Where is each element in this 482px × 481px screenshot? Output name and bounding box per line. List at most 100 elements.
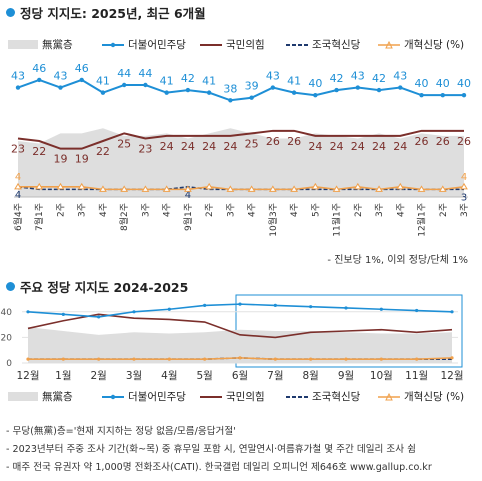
data-label-dem: 42: [372, 72, 386, 85]
x-tick-label: 5주: [310, 203, 321, 217]
point-dem: [376, 87, 382, 93]
data-label-ppp: 23: [138, 142, 152, 155]
point-reform: [141, 185, 150, 192]
x-tick-label: 4주: [247, 203, 258, 217]
legend-rebuild: 조국혁신당: [286, 389, 360, 404]
data-label-dem: 42: [330, 72, 344, 85]
x-tick-label: 2주: [353, 203, 364, 217]
point-dem: [164, 90, 169, 95]
point-reform: [247, 185, 256, 192]
chart2-title: 주요 정당 지지도 2024-2025: [6, 277, 188, 296]
data-label-ppp: 24: [160, 140, 174, 153]
data-label-reform: 4: [461, 172, 467, 183]
point-dem: [238, 302, 242, 306]
point-reform: [167, 357, 171, 361]
data-label-reform: 4: [15, 172, 21, 183]
band-swatch-icon: [8, 40, 38, 49]
legend-rebuild: 조국혁신당: [286, 37, 360, 52]
data-label-ppp: 22: [96, 145, 110, 158]
point-reform: [184, 185, 192, 192]
data-label-dem: 43: [53, 70, 67, 83]
data-label-ppp: 25: [117, 137, 131, 150]
point-reform: [268, 185, 277, 192]
chart1-note: - 진보당 1%, 이외 정당/단체 1%: [327, 255, 468, 266]
point-reform: [417, 185, 426, 192]
point-dem: [26, 310, 30, 314]
data-label-ppp: 26: [266, 135, 280, 148]
data-label-dem: 43: [393, 70, 407, 83]
footnote-2: - 2023년부터 주중 조사 기간(화~목) 중 휴무일 포함 시, 연말연시…: [6, 444, 416, 455]
x-tick-label: 3주: [77, 203, 88, 217]
line-reform: [18, 186, 465, 191]
point-reform: [309, 357, 313, 361]
chart1-title: 정당 지지도: 2025년, 최근 6개월: [6, 3, 206, 22]
point-dem: [273, 303, 277, 307]
point-reform: [99, 185, 107, 192]
point-reform: [290, 185, 298, 192]
point-dem: [132, 310, 136, 314]
data-label-dem: 46: [32, 62, 46, 75]
point-dem: [379, 307, 383, 311]
point-reform: [273, 357, 277, 361]
x-tick-label: 3주: [374, 203, 385, 217]
point-reform: [56, 182, 65, 190]
point-dem: [58, 85, 63, 90]
reform-swatch-icon: [378, 40, 400, 48]
x-tick-label: 2주: [204, 203, 215, 217]
point-dem: [185, 87, 191, 93]
point-dem: [100, 90, 106, 95]
footnote-3: - 매주 전국 유권자 약 1,000명 전화조사(CATI). 한국갤럽 데일…: [6, 462, 432, 473]
point-dem: [450, 310, 454, 314]
point-dem: [97, 315, 101, 319]
data-label-rebuild: 4: [15, 190, 21, 201]
legend-dem: 더불어민주당: [102, 37, 186, 52]
point-reform: [205, 182, 214, 190]
data-label-ppp: 24: [372, 140, 386, 153]
point-reform: [311, 182, 320, 190]
x-tick-label: 4주: [98, 203, 109, 217]
x-tick-label: 2주: [55, 203, 66, 217]
data-label-ppp: 24: [393, 140, 407, 153]
x-tick-label: 12월: [16, 370, 39, 382]
legend-reform: 개혁신당 (%): [378, 389, 464, 404]
line-ppp: [27, 313, 453, 339]
point-dem: [291, 90, 297, 95]
point-dem: [344, 306, 348, 310]
line-ppp: [17, 129, 464, 150]
point-reform: [97, 357, 101, 361]
dem-swatch-icon: [102, 42, 124, 47]
data-label-dem: 38: [223, 82, 237, 95]
point-reform: [203, 357, 207, 361]
data-label-dem: 44: [138, 67, 152, 80]
x-tick-label: 8월: [302, 370, 318, 382]
chart1-plot: 23 22 19 19 22 25 23 24 24 24 24 25 26 26 24 24 24 24 24 26…: [11, 62, 471, 237]
point-dem: [249, 95, 254, 100]
data-label-dem: 41: [160, 75, 174, 88]
x-tick-label: 4월: [161, 370, 177, 382]
point-reform: [438, 185, 447, 192]
legend-dem: 더불어민주당: [102, 389, 186, 404]
x-tick-label: 5월: [196, 370, 212, 382]
data-label-dem: 39: [245, 80, 259, 93]
point-reform: [162, 185, 171, 192]
data-label-dem: 40: [457, 77, 471, 90]
data-label-ppp: 24: [202, 140, 216, 153]
point-reform: [450, 356, 454, 360]
point-dem: [37, 77, 42, 83]
x-tick-label: 9월1주: [182, 203, 194, 231]
point-dem: [461, 92, 467, 98]
band-none: [18, 128, 464, 197]
data-label-dem: 44: [117, 67, 131, 80]
data-label-ppp: 24: [330, 140, 344, 153]
data-label-dem: 41: [202, 75, 216, 88]
data-label-ppp: 22: [32, 145, 46, 158]
data-label-dem: 46: [75, 62, 89, 75]
point-reform: [344, 357, 348, 361]
x-tick-label: 7월: [267, 370, 283, 382]
point-dem: [309, 305, 313, 309]
point-dem: [355, 85, 361, 90]
point-dem: [79, 77, 84, 83]
data-label-dem: 43: [11, 70, 25, 83]
data-label-ppp: 23: [11, 142, 25, 155]
x-tick-label: 7월1주: [33, 203, 45, 231]
